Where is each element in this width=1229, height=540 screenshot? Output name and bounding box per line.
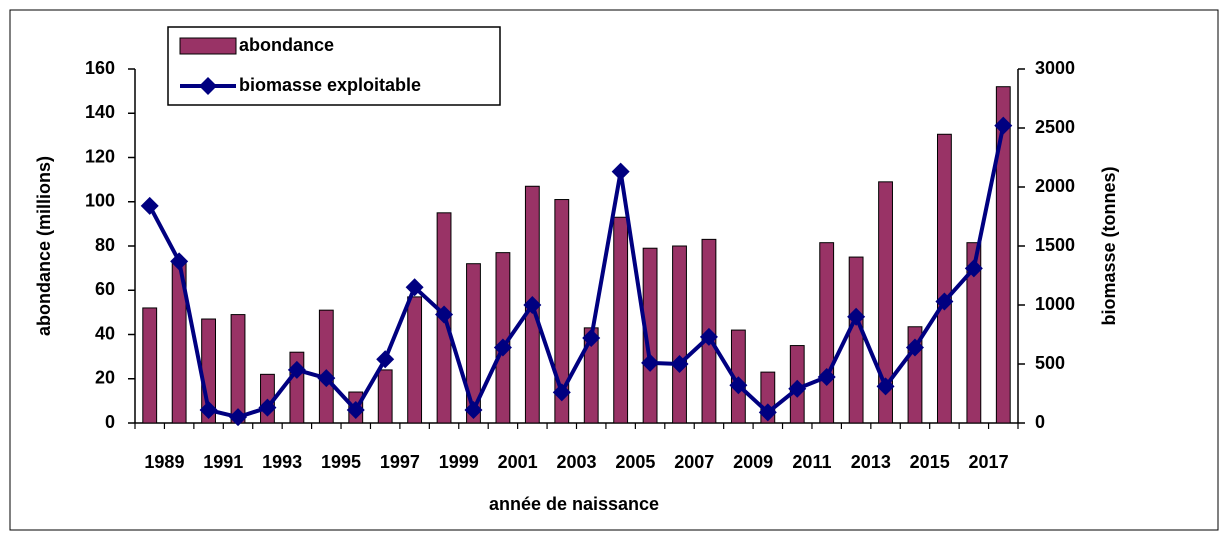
point-marker bbox=[611, 162, 630, 181]
x-tick-label: 2011 bbox=[792, 452, 831, 472]
bar bbox=[318, 309, 334, 424]
x-axis-title: année de naissance bbox=[489, 494, 659, 514]
bar bbox=[936, 133, 952, 424]
x-tick-label: 2009 bbox=[733, 452, 773, 472]
point-marker bbox=[346, 401, 365, 420]
x-tick-label: 2015 bbox=[910, 452, 950, 472]
point-marker bbox=[847, 307, 866, 326]
point-marker bbox=[788, 379, 807, 398]
x-tick-label: 1995 bbox=[321, 452, 361, 472]
point-marker bbox=[317, 369, 336, 388]
x-tick-label: 2001 bbox=[498, 452, 538, 472]
y-tick-label: 120 bbox=[85, 146, 115, 166]
bar bbox=[995, 86, 1011, 424]
point-marker bbox=[140, 196, 159, 215]
x-tick-label: 1999 bbox=[439, 452, 479, 472]
line bbox=[147, 125, 1006, 420]
point-marker bbox=[699, 327, 718, 346]
bar bbox=[642, 247, 658, 424]
legend-marker bbox=[199, 77, 217, 95]
point-marker bbox=[876, 377, 895, 396]
point-marker bbox=[552, 383, 571, 402]
point-marker bbox=[464, 401, 483, 420]
bar bbox=[554, 199, 570, 424]
point-marker bbox=[258, 398, 277, 417]
legend-label: biomasse exploitable bbox=[239, 75, 421, 95]
y2-tick-label: 2500 bbox=[1035, 117, 1075, 137]
x-tick-label: 1989 bbox=[144, 452, 184, 472]
y2-tick-label: 1000 bbox=[1035, 294, 1075, 314]
x-tick-label: 2003 bbox=[556, 452, 596, 472]
y-tick-label: 140 bbox=[85, 102, 115, 122]
bar bbox=[142, 307, 158, 424]
bar bbox=[407, 296, 423, 424]
point-marker bbox=[229, 408, 248, 427]
x-tick-label: 2007 bbox=[674, 452, 714, 472]
point-marker bbox=[641, 353, 660, 372]
point-marker bbox=[729, 376, 748, 395]
bar bbox=[819, 242, 835, 424]
point-marker bbox=[493, 338, 512, 357]
point-marker bbox=[170, 252, 189, 271]
legend-swatch bbox=[179, 37, 237, 55]
y-tick-label: 40 bbox=[95, 323, 115, 343]
bar bbox=[966, 242, 982, 424]
y-tick-label: 80 bbox=[95, 235, 115, 255]
y2-tick-label: 0 bbox=[1035, 412, 1045, 432]
point-marker bbox=[994, 116, 1013, 135]
point-marker bbox=[935, 292, 954, 311]
x-tick-label: 1993 bbox=[262, 452, 302, 472]
y2-tick-label: 500 bbox=[1035, 353, 1065, 373]
bar bbox=[848, 256, 864, 424]
x-tick-label: 1997 bbox=[380, 452, 420, 472]
y-tick-label: 60 bbox=[95, 279, 115, 299]
y-tick-label: 20 bbox=[95, 368, 115, 388]
point-marker bbox=[405, 278, 424, 297]
y2-tick-label: 2000 bbox=[1035, 176, 1075, 196]
point-marker bbox=[905, 338, 924, 357]
bar bbox=[672, 245, 687, 424]
y-tick-label: 100 bbox=[85, 191, 115, 211]
y2-tick-label: 1500 bbox=[1035, 235, 1075, 255]
y-axis-title: abondance (millions) bbox=[34, 156, 54, 336]
bar bbox=[613, 216, 629, 424]
x-tick-label: 2013 bbox=[851, 452, 891, 472]
bar bbox=[878, 181, 893, 424]
bar bbox=[230, 314, 246, 424]
x-tick-label: 2005 bbox=[615, 452, 655, 472]
point-marker bbox=[817, 367, 836, 386]
y2-axis-title: biomasse (tonnes) bbox=[1099, 166, 1119, 325]
y-tick-label: 0 bbox=[105, 412, 115, 432]
point-marker bbox=[199, 401, 218, 420]
y2-tick-label: 3000 bbox=[1035, 58, 1075, 78]
point-marker bbox=[523, 296, 542, 314]
bar bbox=[377, 369, 393, 424]
point-marker bbox=[287, 360, 306, 379]
point-marker bbox=[670, 355, 689, 373]
x-tick-label: 1991 bbox=[203, 452, 243, 472]
y-tick-label: 160 bbox=[85, 58, 115, 78]
legend-label: abondance bbox=[239, 35, 334, 55]
point-marker bbox=[964, 259, 983, 278]
point-marker bbox=[582, 329, 601, 348]
point-marker bbox=[435, 305, 454, 324]
bar bbox=[466, 263, 481, 424]
point-marker bbox=[376, 350, 395, 369]
point-marker bbox=[758, 403, 777, 422]
x-tick-label: 2017 bbox=[969, 452, 1009, 472]
